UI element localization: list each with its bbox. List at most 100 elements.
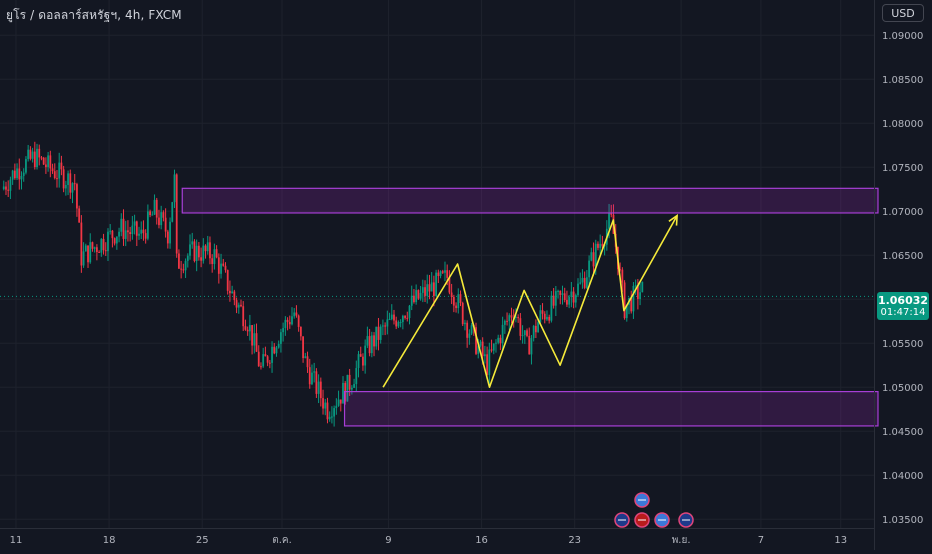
candle-body: [337, 399, 340, 406]
candle-body: [486, 354, 489, 376]
candle-body: [115, 236, 118, 244]
time-tick-label: ต.ค.: [272, 535, 292, 546]
candle-body: [333, 408, 336, 417]
candle-body: [561, 293, 564, 295]
candle-body: [131, 225, 134, 235]
candle-body: [38, 148, 41, 158]
candle-body: [388, 319, 391, 321]
candle-body: [206, 242, 209, 252]
events-layer[interactable]: [614, 492, 694, 528]
candle-body: [339, 399, 342, 404]
candle-body: [82, 251, 85, 266]
supply-zone[interactable]: [181, 187, 879, 214]
candle-body: [195, 245, 198, 261]
candle-body: [417, 290, 420, 299]
zigzag-projection[interactable]: [382, 215, 678, 389]
candle-body: [368, 336, 371, 354]
candle-body: [326, 402, 329, 420]
candle-body: [581, 277, 584, 283]
candle-body: [246, 329, 249, 332]
candle-body: [275, 347, 278, 354]
candle-body: [215, 249, 218, 258]
candle-body: [331, 416, 333, 418]
candle-body: [408, 305, 411, 318]
candle-body: [543, 313, 546, 320]
candle-body: [295, 312, 298, 316]
candle-body: [204, 245, 207, 252]
candle-body: [235, 300, 238, 308]
candle-body: [248, 325, 251, 332]
candle-body: [155, 199, 158, 218]
candle-body: [477, 345, 480, 354]
candle-body: [550, 295, 553, 321]
candle-body: [180, 268, 183, 270]
candle-body: [89, 242, 92, 263]
candle-body: [226, 270, 229, 291]
price-axis-divider: [874, 0, 875, 550]
candle-body: [570, 291, 573, 298]
candle-body: [475, 327, 477, 354]
candle-body: [641, 281, 644, 293]
candle-body: [282, 328, 285, 333]
price-tick-label: 1.05000: [882, 383, 923, 394]
candle-body: [379, 326, 382, 340]
candle-body: [568, 297, 571, 305]
candle-body: [393, 314, 395, 321]
candle-body: [428, 284, 431, 292]
candle-body: [122, 218, 125, 239]
last-price-label: 1.06032: [877, 294, 929, 307]
candle-body: [102, 238, 105, 251]
candle-body: [437, 272, 440, 277]
candle-body: [73, 183, 76, 185]
candle-body: [353, 384, 355, 388]
candle-body: [268, 362, 271, 364]
candle-body: [164, 217, 167, 232]
candle-body: [390, 314, 393, 320]
candle-body: [515, 316, 517, 318]
price-axis[interactable]: 1.09000 1.08500 1.08000 1.07500 1.07000 1.065…: [882, 31, 923, 526]
candle-body: [271, 346, 273, 363]
candle-body: [324, 402, 327, 409]
candle-body: [144, 233, 147, 239]
candle-body: [22, 172, 25, 176]
candle-body: [355, 368, 358, 385]
candle-body: [322, 398, 324, 409]
candle-body: [441, 271, 444, 273]
candle-body: [171, 202, 174, 222]
candle-body: [426, 284, 429, 296]
candle-body: [184, 260, 187, 271]
candle-body: [359, 354, 362, 357]
candle-body: [11, 170, 14, 180]
price-tick-label: 1.07500: [882, 163, 923, 174]
candle-body: [342, 383, 344, 404]
candle-body: [191, 241, 194, 245]
candle-body: [7, 189, 10, 191]
candles-layer: [2, 141, 644, 427]
candle-body: [293, 312, 296, 317]
demand-zone[interactable]: [343, 391, 879, 427]
time-tick-label: พ.ย.: [672, 535, 691, 546]
candle-body: [521, 335, 524, 337]
symbol-title[interactable]: ยูโร / ดอลลาร์สหรัฐฯ, 4h, FXCM: [6, 8, 182, 22]
candle-body: [133, 221, 136, 226]
time-axis[interactable]: 11 18 25 ต.ค. 9 16 23 พ.ย. 7 13: [10, 535, 848, 546]
time-tick-label: 13: [834, 535, 847, 546]
candle-body: [634, 285, 637, 287]
candle-body: [87, 245, 89, 263]
candle-body: [526, 330, 528, 336]
candle-body: [27, 149, 30, 160]
candle-body: [178, 253, 180, 269]
candle-body: [452, 296, 455, 306]
candle-body: [590, 252, 593, 261]
candle-body: [264, 354, 267, 357]
currency-button[interactable]: USD: [882, 4, 924, 22]
candle-body: [621, 269, 624, 283]
drawings-layer[interactable]: [181, 187, 879, 427]
candle-body: [244, 326, 247, 330]
candle-body: [541, 310, 544, 314]
candle-body: [419, 292, 422, 299]
price-tick-label: 1.09000: [882, 31, 923, 42]
candle-body: [224, 265, 227, 271]
